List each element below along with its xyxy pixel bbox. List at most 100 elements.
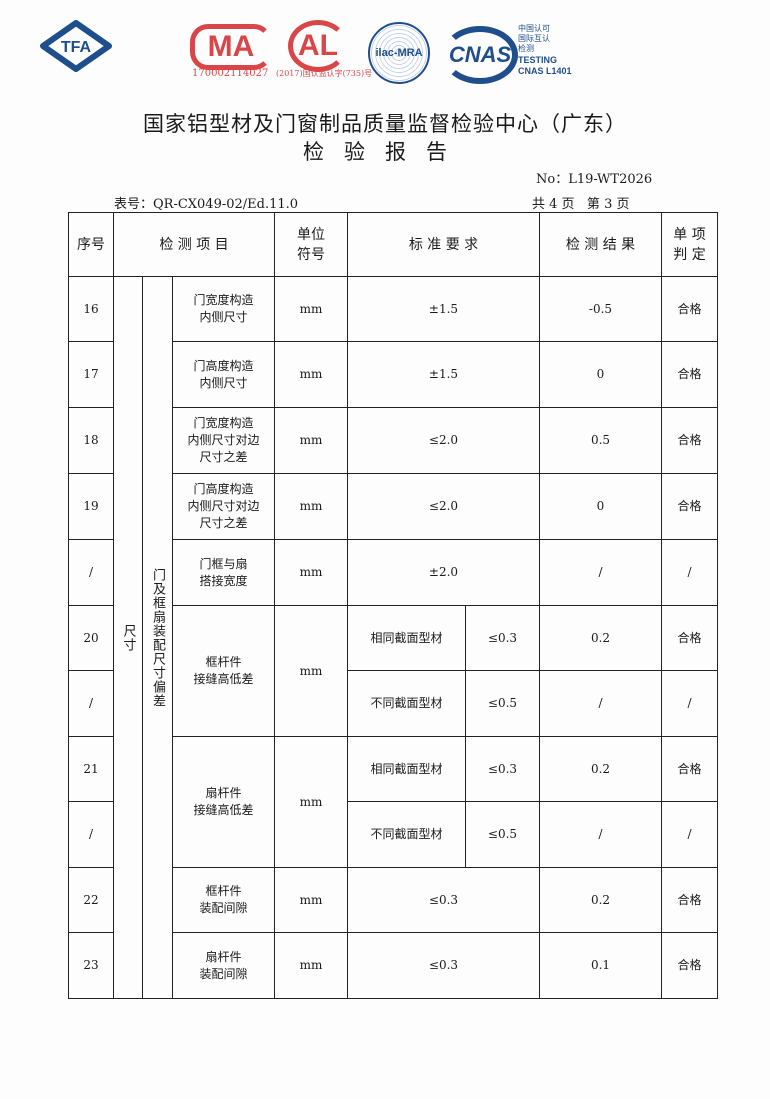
- cell-item: 门高度构造 内侧尺寸对边 尺寸之差: [172, 473, 275, 540]
- cell-unit: mm: [274, 276, 348, 342]
- cma-number: 170002114027: [192, 68, 269, 79]
- cell-unit: mm: [274, 341, 348, 408]
- cell-judge: 合格: [661, 407, 718, 474]
- table-row: 23 扇杆件 装配间隙 mm ≤0.3 0.1 合格: [68, 932, 718, 999]
- cell-judge: 合格: [661, 932, 718, 999]
- report-number: No：L19-WT2026: [536, 172, 653, 187]
- header-unit: 单位 符号: [274, 212, 348, 277]
- cell-sub-condition: 不同截面型材: [347, 801, 466, 868]
- cell-seq: /: [68, 539, 114, 606]
- header-row: 序号 检 测 项 目 单位 符号 标 准 要 求 检 测 结 果 单 项 判 定: [68, 212, 718, 277]
- cnas-text: 中国认可 国际互认 检测 TESTING CNAS L1401: [518, 24, 572, 76]
- report-title: 检验报告: [303, 140, 467, 164]
- cell-seq: 20: [68, 605, 114, 671]
- cell-judge: /: [661, 670, 718, 737]
- page-info: 共 4 页 第 3 页: [532, 197, 630, 212]
- cell-standard: ±1.5: [347, 276, 540, 342]
- cell-item: 框杆件 装配间隙: [172, 867, 275, 933]
- cal-number: (2017)国认监认字(735)号: [276, 69, 373, 78]
- group-size: 尺寸: [113, 276, 143, 999]
- red-stamp-fragment: [752, 395, 770, 545]
- table-row: 22 框杆件 装配间隙 mm ≤0.3 0.2 合格: [68, 867, 718, 933]
- table-row: / 门框与扇 搭接宽度 mm ±2.0//: [68, 539, 718, 606]
- cell-sub-condition: 相同截面型材: [347, 736, 466, 802]
- cnas-logo: CNAS: [442, 26, 518, 84]
- cell-result: 0.2: [539, 736, 662, 802]
- cell-standard: ≤0.3: [347, 932, 540, 999]
- cell-standard: ≤0.3: [347, 867, 540, 933]
- cell-seq: 16: [68, 276, 114, 342]
- cma-logo: MA: [190, 24, 272, 70]
- cell-standard: ≤0.5: [465, 801, 540, 868]
- table-row: 20 框杆件 接缝高低差 mm 相同截面型材 ≤0.3 0.2 合格: [68, 605, 718, 737]
- cell-seq: 18: [68, 407, 114, 474]
- table-row: 16 尺寸 门及框扇装配尺寸偏差 门宽度构造 内侧尺寸 mm ±1.5 -0.5 合格: [68, 276, 718, 999]
- cell-unit: mm: [274, 539, 348, 606]
- table-row: 21 扇杆件 接缝高低差 mm 相同截面型材 ≤0.3 0.2 合格: [68, 736, 718, 868]
- cell-result: 0.2: [539, 867, 662, 933]
- cnas-line: 检测: [518, 44, 534, 53]
- cell-result: /: [539, 539, 662, 606]
- cell-result: 0.1: [539, 932, 662, 999]
- cell-judge: 合格: [661, 736, 718, 802]
- cell-item: 门宽度构造 内侧尺寸对边 尺寸之差: [172, 407, 275, 474]
- cell-seq: 23: [68, 932, 114, 999]
- cell-sub-condition: 不同截面型材: [347, 670, 466, 737]
- cell-unit: mm: [274, 473, 348, 540]
- tfa-logo: TFA: [40, 20, 112, 72]
- cell-judge: /: [661, 539, 718, 606]
- cell-standard: ≤2.0: [347, 473, 540, 540]
- cell-standard: ≤0.3: [465, 736, 540, 802]
- cell-result: /: [539, 801, 662, 868]
- cell-result: 0.2: [539, 605, 662, 671]
- cell-judge: 合格: [661, 867, 718, 933]
- header-item: 检 测 项 目: [113, 212, 275, 277]
- cell-item: 扇杆件 装配间隙: [172, 932, 275, 999]
- cell-result: 0: [539, 473, 662, 540]
- ilac-mra-logo: ilac-MRA: [368, 22, 430, 84]
- header-seq: 序号: [68, 212, 114, 277]
- group-assembly-deviation: 门及框扇装配尺寸偏差: [142, 276, 173, 999]
- cnas-line: 中国认可: [518, 24, 550, 33]
- cell-seq: 22: [68, 867, 114, 933]
- cell-standard: ≤0.5: [465, 670, 540, 737]
- table-row: 17 门高度构造 内侧尺寸 mm ±1.5 0 合格: [68, 341, 718, 408]
- center-title: 国家铝型材及门窗制品质量监督检验中心（广东）: [143, 112, 627, 136]
- cell-seq: /: [68, 801, 114, 868]
- cell-judge: 合格: [661, 473, 718, 540]
- cell-unit: mm: [274, 867, 348, 933]
- cnas-line: 国际互认: [518, 34, 550, 43]
- cell-item: 扇杆件 接缝高低差: [172, 736, 275, 868]
- cell-judge: 合格: [661, 341, 718, 408]
- header-judge: 单 项 判 定: [661, 212, 718, 277]
- cell-unit: mm: [274, 736, 348, 868]
- cell-sub-condition: 相同截面型材: [347, 605, 466, 671]
- header-result: 检 测 结 果: [539, 212, 662, 277]
- cell-unit: mm: [274, 407, 348, 474]
- cell-item: 框杆件 接缝高低差: [172, 605, 275, 737]
- cell-result: -0.5: [539, 276, 662, 342]
- cell-item: 门框与扇 搭接宽度: [172, 539, 275, 606]
- header-standard: 标 准 要 求: [347, 212, 540, 277]
- cnas-id: CNAS L1401: [518, 66, 572, 76]
- cal-logo: AL: [288, 20, 348, 72]
- cell-judge: 合格: [661, 605, 718, 671]
- cnas-testing: TESTING: [518, 55, 558, 65]
- cell-seq: 19: [68, 473, 114, 540]
- cell-standard: ±1.5: [347, 341, 540, 408]
- cell-result: 0.5: [539, 407, 662, 474]
- inspection-table: 序号 检 测 项 目 单位 符号 标 准 要 求 检 测 结 果 单 项 判 定…: [68, 212, 718, 999]
- table-row: / 不同截面型材 ≤0.5//: [68, 801, 718, 868]
- cell-standard: ±2.0: [347, 539, 540, 606]
- cell-judge: /: [661, 801, 718, 868]
- cell-standard: ≤0.3: [465, 605, 540, 671]
- cell-item: 门宽度构造 内侧尺寸: [172, 276, 275, 342]
- cell-unit: mm: [274, 605, 348, 737]
- form-number: 表号：QR-CX049-02/Ed.11.0: [114, 197, 299, 212]
- cell-judge: 合格: [661, 276, 718, 342]
- cell-standard: ≤2.0: [347, 407, 540, 474]
- cell-seq: 17: [68, 341, 114, 408]
- cell-result: 0: [539, 341, 662, 408]
- cell-item: 门高度构造 内侧尺寸: [172, 341, 275, 408]
